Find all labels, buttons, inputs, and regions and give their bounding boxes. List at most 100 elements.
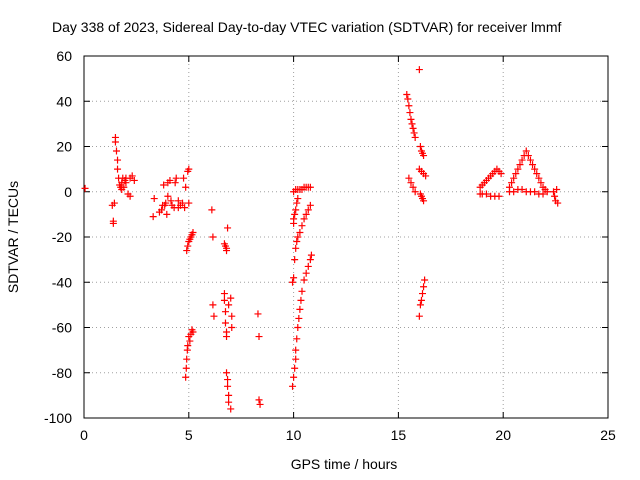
data-point [225,391,233,399]
data-point [291,256,299,264]
y-tick-label: -100 [44,410,72,426]
data-point [225,398,233,406]
x-tick-label: 5 [185,427,193,443]
data-point [298,287,306,295]
data-point [223,247,231,255]
data-point [112,147,120,155]
data-point [111,133,119,141]
data-point [81,184,89,192]
data-point [508,179,516,187]
data-point [167,197,175,205]
data-point [292,206,300,214]
data-point [220,290,228,298]
data-point [210,312,218,320]
data-point [228,312,236,320]
data-point [516,161,524,169]
data-point [290,373,298,381]
data-point [128,172,136,180]
data-point [223,333,231,341]
data-point [182,364,190,372]
data-point [306,183,314,191]
data-point [290,274,298,282]
data-point [512,170,520,178]
data-point [304,262,312,270]
data-point [554,199,562,207]
data-point [293,335,301,343]
data-point [294,195,302,203]
y-axis-label: SDTVAR / TECUs [5,181,21,293]
data-point [421,276,429,284]
data-point [422,172,430,180]
data-point [225,301,233,309]
data-point [255,333,263,341]
data-point [410,129,418,137]
data-point [224,376,232,384]
data-point [537,179,545,187]
data-point [304,206,312,214]
data-point [522,147,530,155]
data-point [227,294,235,302]
data-point [182,183,190,191]
data-point [291,210,299,218]
data-point [302,269,310,277]
data-point [209,233,217,241]
data-point [518,156,526,164]
data-point [162,199,170,207]
data-point [293,238,301,246]
data-point [181,204,189,212]
data-point [189,328,197,336]
data-point [420,197,428,205]
data-point [529,161,537,169]
data-point [300,276,308,284]
x-tick-labels: 0 5 10 15 20 25 [80,427,616,443]
data-point [289,382,297,390]
data-point [114,156,122,164]
y-tick-label: -80 [52,365,72,381]
chart-title: Day 338 of 2023, Sidereal Day-to-day VTE… [52,19,561,35]
data-point [120,183,128,191]
data-point [255,396,263,404]
data-point [130,176,138,184]
data-point [306,256,314,264]
data-point [406,109,414,117]
data-point [294,324,302,331]
x-tick-label: 25 [600,427,616,443]
data-point [417,296,425,304]
data-point [405,102,413,110]
data-point [531,165,539,173]
y-tick-label: -60 [52,320,72,336]
y-tick-labels: -100 -80 -60 -40 -20 0 20 40 60 [44,48,72,426]
data-point [224,224,232,232]
y-tick-label: 40 [56,93,72,109]
data-point [292,355,300,363]
data-point [184,242,192,250]
data-point [223,369,231,377]
data-point [416,301,424,309]
y-tick-label: 60 [56,48,72,64]
data-point [409,124,417,132]
data-point [407,115,415,123]
data-point [415,312,423,320]
data-point [227,405,235,413]
data-point [404,95,412,103]
axis-ticks [83,55,609,419]
data-point [186,337,194,345]
data-point [551,192,559,200]
data-point [539,190,547,198]
data-point [164,192,172,200]
y-tick-label: -20 [52,229,72,245]
data-point [297,296,305,304]
data-point [224,382,232,390]
data-point [510,188,518,196]
data-point [420,283,428,291]
data-point [296,305,304,313]
x-tick-label: 10 [286,427,302,443]
data-point [295,314,303,322]
data-point [185,199,193,207]
data-point [179,199,187,207]
data-point [160,181,168,189]
x-axis-label: GPS time / hours [291,456,398,472]
data-point [228,324,236,331]
data-point [110,199,118,207]
data-point [291,364,299,372]
